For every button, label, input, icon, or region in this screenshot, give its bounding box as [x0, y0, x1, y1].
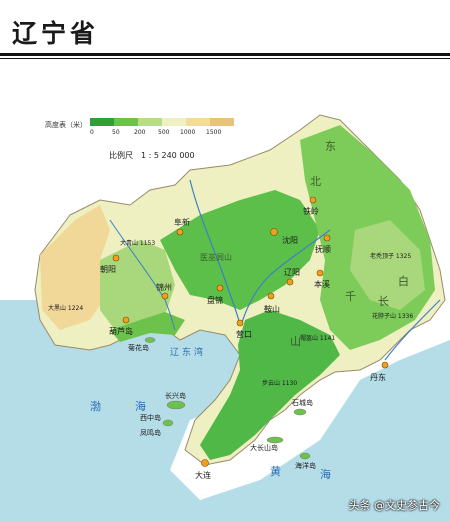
label-juhua-island: 菊花岛	[128, 343, 149, 352]
legend-swatch-1	[114, 118, 138, 126]
label-east: 东	[325, 140, 336, 153]
dachangshan-island	[266, 436, 284, 444]
city-dot-fushun	[323, 234, 331, 242]
title-bar: 辽宁省	[0, 0, 450, 59]
label-bo-hai: 海	[135, 399, 146, 413]
label-north: 北	[310, 175, 321, 188]
label-qian: 千	[345, 290, 356, 303]
west-mountain-zone	[40, 205, 110, 330]
label-fuxin: 阜新	[174, 217, 190, 227]
label-bai: 白	[398, 274, 409, 288]
city-dot-fuxin	[176, 228, 184, 236]
city-dot-anshan	[267, 292, 275, 300]
city-dot-huludao	[122, 316, 130, 324]
label-fushun: 抚顺	[315, 244, 331, 254]
label-dandong: 丹东	[370, 372, 386, 382]
city-dot-liaoyang	[286, 278, 294, 286]
map-title: 辽宁省	[12, 19, 100, 48]
label-anshan: 鞍山	[264, 304, 280, 314]
legend-tick-5: 1500	[206, 129, 221, 136]
label-peak-laotudingzi: 老秃顶子 1325	[370, 252, 411, 260]
label-bo: 渤	[90, 400, 101, 413]
label-jinzhou: 锦州	[156, 282, 172, 292]
juhua-island	[144, 337, 156, 343]
liaodong-peninsula	[200, 310, 340, 460]
legend-tick-3: 500	[158, 129, 170, 136]
eastern-highlands	[350, 220, 425, 310]
xizhong-island	[162, 419, 174, 427]
label-peak-maokui: 帽盔山 1141	[300, 334, 335, 342]
label-changxing-island: 长兴岛	[165, 391, 186, 400]
western-hills	[100, 240, 175, 330]
legend-tick-1: 50	[112, 129, 120, 136]
label-xizhong-island: 西中岛	[140, 413, 161, 422]
label-shenyang: 沈阳	[282, 235, 298, 245]
coastal-plain-west	[110, 312, 185, 342]
elevation-legend: 高度表（米） 0 50 200 500 1000 1500 比例尺 1 : 5 …	[45, 118, 235, 180]
daling-river	[109, 219, 176, 331]
hun-river	[241, 229, 331, 323]
city-dot-yingkou	[236, 319, 244, 327]
label-fengming-island: 凤鸣岛	[140, 428, 161, 437]
watermark: 头条 @文史参古今	[348, 499, 441, 512]
label-dalian: 大连	[195, 470, 211, 480]
title-rule-thin	[0, 58, 450, 59]
label-yiwulu: 医巫闾山	[200, 252, 232, 262]
city-dot-dalian	[201, 459, 209, 467]
label-shicheng-island: 石城岛	[292, 398, 313, 407]
changxing-island	[166, 400, 186, 410]
label-peak-huabozi: 花脖子山 1336	[372, 312, 413, 320]
city-dot-jinzhou	[161, 292, 169, 300]
label-peak-daqing: 大青山 1153	[120, 239, 155, 247]
label-huang: 黄	[270, 464, 281, 478]
scale-label: 比例尺 1 : 5 240 000	[109, 151, 195, 160]
legend-bar: 0 50 200 500 1000 1500	[90, 118, 234, 136]
city-dot-shenyang	[270, 228, 278, 236]
label-dachangshan-island: 大长山岛	[250, 443, 278, 452]
legend-swatch-4	[186, 118, 210, 126]
city-dot-chaoyang	[112, 254, 120, 262]
label-peak-dahei: 大黑山 1224	[48, 304, 83, 312]
city-dot-panjin	[216, 284, 224, 292]
liao-river	[189, 179, 241, 326]
city-dot-benxi	[316, 269, 324, 277]
label-huang-hai: 海	[320, 467, 331, 481]
legend-tick-0: 0	[90, 129, 94, 136]
label-liaodong-bay: 辽东湾	[170, 346, 206, 358]
label-huludao: 葫芦岛	[109, 326, 133, 336]
label-liaoyang: 辽阳	[284, 268, 300, 277]
title-rule	[0, 53, 450, 56]
legend-tick-4: 1000	[180, 129, 195, 136]
legend-swatch-5	[210, 118, 234, 126]
label-benxi: 本溪	[314, 279, 330, 289]
sea-area	[0, 300, 450, 521]
legend-swatch-0	[90, 118, 114, 126]
shicheng-island	[293, 408, 307, 416]
label-tieling: 铁岭	[303, 206, 319, 216]
city-dot-tieling	[309, 196, 317, 204]
label-panjin: 盘锦	[207, 295, 223, 305]
label-yingkou: 营口	[236, 329, 252, 339]
liaohe-plain	[160, 190, 320, 310]
label-haiyang-island: 海洋岛	[295, 461, 316, 470]
label-chang: 长	[378, 295, 389, 308]
legend-title: 高度表（米）	[45, 121, 87, 129]
label-peak-buyun: 步云山 1130	[262, 379, 297, 387]
city-markers	[112, 196, 389, 467]
legend-tick-2: 200	[134, 129, 146, 136]
legend-swatch-2	[138, 118, 162, 126]
legend-swatch-3	[162, 118, 186, 126]
city-dot-dandong	[381, 361, 389, 369]
label-shan: 山	[290, 335, 301, 348]
haiyang-island	[299, 452, 311, 460]
label-chaoyang: 朝阳	[100, 265, 116, 274]
yalu-river	[384, 299, 441, 361]
